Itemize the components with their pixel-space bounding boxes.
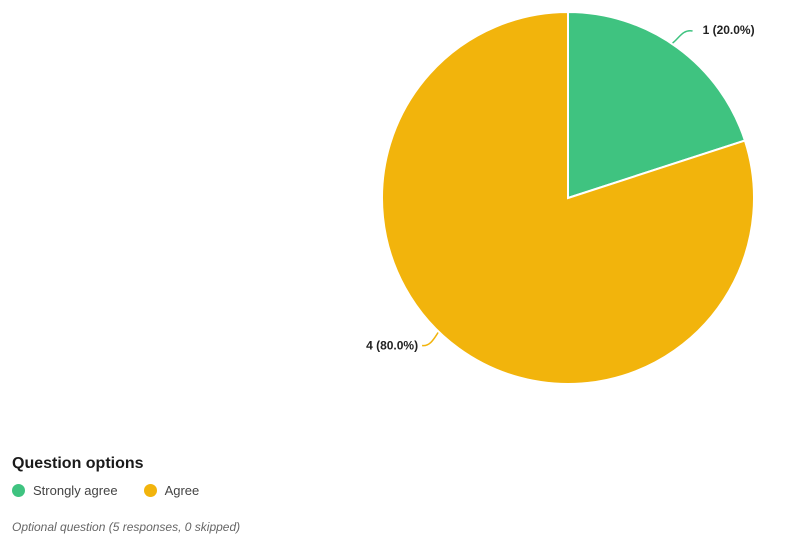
pie-slice-agree[interactable] [381,10,755,385]
legend-item-strongly-agree[interactable]: Strongly agree [12,483,118,498]
legend-items: Strongly agree Agree [12,483,712,498]
legend-item-agree[interactable]: Agree [143,483,200,498]
slice-label-agree: 4 (80.0%) [366,339,418,353]
pie-slice-strongly-agree[interactable] [567,10,747,200]
legend: Question options Strongly agree Agree Op… [12,455,712,534]
legend-title: Question options [12,455,144,472]
legend-label-agree: Agree [164,483,200,498]
legend-swatch-agree [143,484,157,497]
leader-line-strongly-agree [672,29,693,44]
leader-line-agree [422,332,439,347]
pie-chart-svg: 1 (20.0%) 4 (80.0%) [366,10,755,385]
legend-swatch-strongly-agree [12,484,25,497]
slice-label-strongly-agree: 1 (20.0%) [703,23,755,37]
footnote: Optional question (5 responses, 0 skippe… [12,520,241,534]
pie-chart: 1 (20.0%) 4 (80.0%) [366,10,755,385]
legend-label-strongly-agree: Strongly agree [33,483,118,498]
